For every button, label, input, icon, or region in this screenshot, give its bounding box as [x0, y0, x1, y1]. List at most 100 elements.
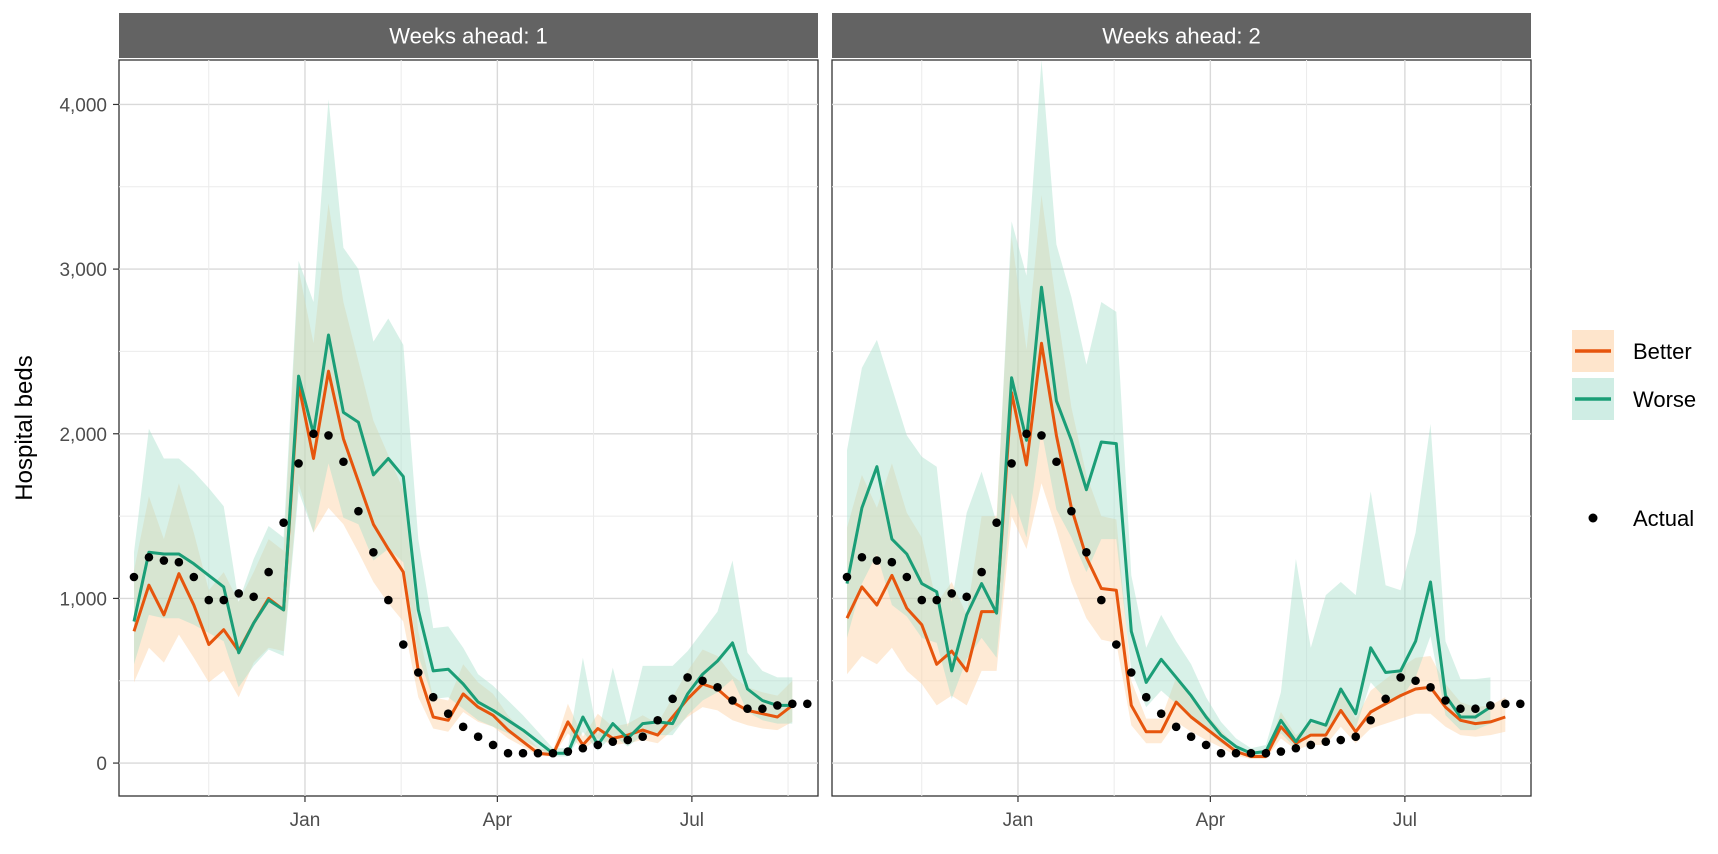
actual-point — [1291, 743, 1301, 753]
legend-key-actual-point — [1588, 513, 1598, 523]
actual-point — [1516, 699, 1525, 709]
actual-point — [1052, 457, 1061, 467]
actual-point — [473, 732, 483, 742]
y-axis-title: Hospital beds — [11, 355, 38, 500]
actual-point — [1007, 459, 1016, 468]
axes-layer: 0 1,000 2,000 3,000 4,000 Jan Apr Jul Jan Apr Jul — [59, 95, 1417, 831]
y-tick-label: 1,000 — [59, 589, 107, 610]
ribbon-better — [134, 203, 793, 757]
actual-point — [1306, 740, 1316, 750]
actual-point — [219, 595, 229, 605]
legend-label-actual: Actual — [1633, 506, 1694, 531]
actual-point — [548, 748, 558, 758]
actual-point — [1097, 595, 1106, 605]
actual-point — [1171, 722, 1181, 732]
actual-point — [992, 518, 1001, 527]
actual-point — [488, 740, 498, 750]
actual-point — [578, 743, 588, 753]
actual-point — [758, 704, 767, 714]
actual-point — [623, 735, 633, 745]
actual-point — [668, 694, 677, 704]
actual-point — [249, 592, 258, 602]
facet-strips-layer: Weeks ahead: 1 Weeks ahead: 2 — [119, 13, 1531, 58]
actual-point — [608, 737, 618, 746]
actual-point — [399, 640, 408, 649]
actual-point — [962, 592, 971, 602]
actual-point — [932, 595, 942, 605]
gridlines-layer — [119, 60, 1531, 796]
actual-point — [1486, 701, 1495, 710]
actual-point — [174, 557, 184, 567]
line-worse — [132, 333, 793, 755]
x-tick-label: Jul — [680, 810, 704, 831]
actual-point — [1141, 692, 1151, 702]
actual-point — [857, 552, 867, 562]
actual-point — [1351, 732, 1361, 742]
actual-point — [204, 595, 214, 605]
actual-point — [1471, 704, 1480, 714]
actual-point — [698, 676, 707, 686]
actual-point — [309, 429, 318, 439]
actual-point — [1426, 683, 1435, 692]
actual-point — [1067, 506, 1076, 516]
actual-point — [1276, 747, 1286, 756]
actual-point — [503, 748, 513, 758]
actual-point — [1381, 694, 1390, 704]
actual-point — [887, 557, 897, 567]
y-tick-label: 2,000 — [59, 425, 107, 446]
actual-point — [1456, 704, 1465, 714]
y-tick-label: 3,000 — [59, 260, 107, 281]
facet-strip — [832, 13, 1531, 58]
actual-point — [324, 431, 333, 440]
actual-point — [1261, 748, 1271, 758]
chart-background-layer — [118, 59, 1532, 797]
y-tick-label: 0 — [96, 754, 107, 775]
ribbon-better — [847, 195, 1506, 759]
actual-point — [638, 732, 648, 742]
actual-point — [902, 572, 912, 582]
panel-background — [831, 59, 1532, 797]
actual-point — [264, 567, 273, 577]
actual-point — [1201, 740, 1211, 750]
x-tick-label: Jul — [1393, 810, 1417, 831]
actual-point — [1186, 732, 1196, 742]
actual-point — [803, 699, 812, 709]
actual-point — [129, 572, 139, 582]
line-worse — [845, 285, 1492, 755]
actual-point — [1501, 699, 1510, 709]
actual-point — [443, 709, 453, 718]
actual-point — [1037, 431, 1046, 440]
actual-points-layer — [129, 429, 1525, 758]
actual-point — [872, 556, 882, 565]
actual-point — [1082, 548, 1091, 557]
actual-point — [683, 673, 692, 682]
actual-point — [413, 668, 423, 677]
actual-point — [1441, 696, 1450, 705]
actual-point — [369, 548, 378, 557]
actual-point — [788, 699, 797, 709]
actual-point — [563, 747, 573, 756]
facet-strip — [119, 13, 818, 58]
actual-point — [1366, 715, 1375, 725]
x-tick-label: Apr — [483, 810, 513, 831]
actual-point — [1022, 429, 1031, 439]
actual-point — [593, 740, 603, 750]
actual-point — [773, 701, 782, 710]
x-tick-label: Jan — [1003, 810, 1034, 831]
actual-point — [1396, 673, 1405, 682]
actual-point — [1336, 735, 1346, 745]
facet-strip-title: Weeks ahead: 1 — [389, 24, 548, 49]
actual-point — [189, 572, 199, 582]
actual-point — [947, 589, 957, 598]
actual-point — [842, 572, 852, 582]
actual-point — [1156, 709, 1166, 718]
actual-point — [917, 595, 927, 605]
legend-label-better: Better — [1633, 339, 1692, 364]
actual-point — [144, 552, 154, 562]
actual-point — [1112, 640, 1121, 649]
facet-strip-title: Weeks ahead: 2 — [1102, 24, 1261, 49]
actual-point — [279, 518, 288, 527]
actual-point — [743, 704, 752, 714]
x-tick-label: Apr — [1196, 810, 1226, 831]
